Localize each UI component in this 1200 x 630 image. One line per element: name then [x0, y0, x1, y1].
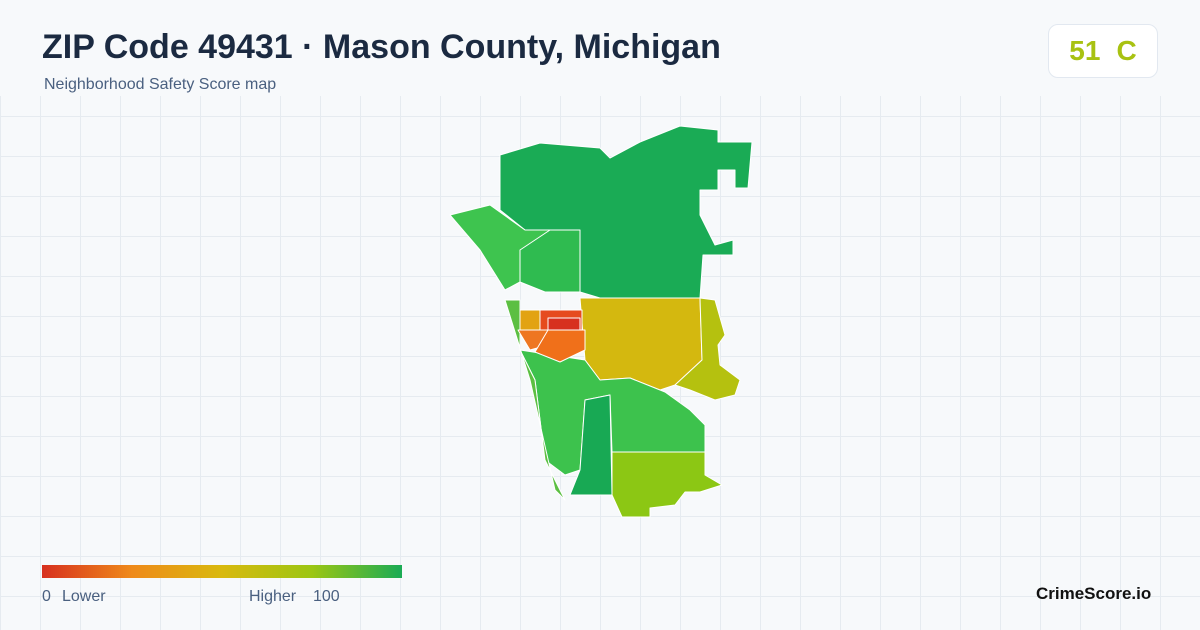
header [0, 0, 1200, 96]
score-grade: C [1116, 35, 1137, 66]
brand: CrimeScore.io [1036, 584, 1152, 603]
legend-max-label: Higher [249, 588, 297, 605]
region [674, 297, 741, 401]
score-value: 51 [1069, 35, 1101, 66]
legend-min-label: Lower [62, 588, 106, 605]
region [534, 329, 586, 363]
region [519, 309, 541, 331]
legend-bar [42, 565, 402, 578]
region [519, 229, 581, 293]
subtitle: Neighborhood Safety Score map [44, 76, 277, 93]
score-badge: 51 C [1048, 24, 1158, 78]
legend-min: 0 [42, 588, 51, 605]
region [579, 297, 703, 391]
title: ZIP Code 49431 · Mason County, Michigan [42, 28, 721, 66]
legend-max: 100 [313, 588, 340, 605]
region [569, 394, 613, 496]
region [611, 451, 723, 518]
region [547, 317, 581, 331]
